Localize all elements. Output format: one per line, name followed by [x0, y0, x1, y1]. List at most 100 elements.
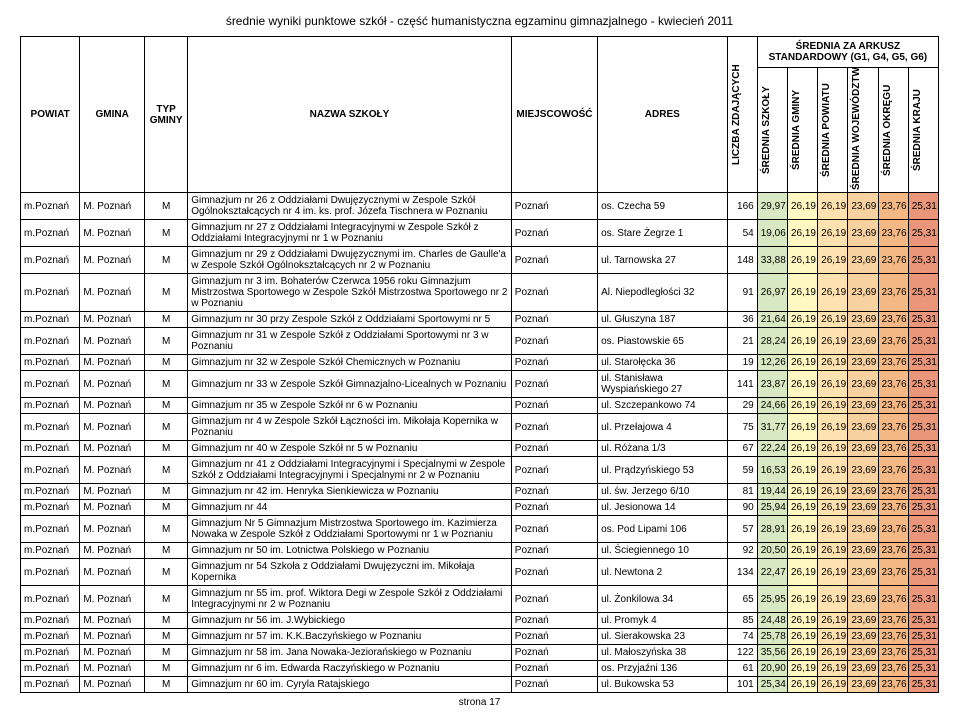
cell: ul. Newtona 2: [598, 559, 727, 586]
avg-cell: 23,69: [848, 328, 878, 355]
avg-cell: 26,19: [787, 328, 817, 355]
cell: Poznań: [511, 274, 597, 312]
cell: Gimnazjum nr 41 z Oddziałami Integracyjn…: [188, 457, 512, 484]
avg-cell: 26,19: [787, 500, 817, 516]
avg-cell: 25,94: [757, 500, 787, 516]
col-avg-okreg: ŚREDNIA OKRĘGU: [878, 68, 908, 193]
avg-cell: 26,19: [818, 645, 848, 661]
table-row: m.PoznańM. PoznańMGimnazjum nr 33 w Zesp…: [21, 371, 939, 398]
avg-cell: 25,31: [908, 500, 938, 516]
cell: M. Poznań: [80, 457, 145, 484]
cell: Gimnazjum nr 40 w Zespole Szkół nr 5 w P…: [188, 441, 512, 457]
cell: m.Poznań: [21, 441, 80, 457]
avg-cell: 23,69: [848, 371, 878, 398]
table-row: m.PoznańM. PoznańMGimnazjum nr 44Poznańu…: [21, 500, 939, 516]
cell: M: [145, 677, 188, 693]
cell: Poznań: [511, 559, 597, 586]
cell: 21: [727, 328, 757, 355]
avg-cell: 23,76: [878, 247, 908, 274]
cell: m.Poznań: [21, 371, 80, 398]
cell: M: [145, 645, 188, 661]
avg-cell: 26,19: [787, 661, 817, 677]
col-avg-woj: ŚREDNIA WOJEWÓDZTWA: [848, 68, 878, 193]
cell: m.Poznań: [21, 274, 80, 312]
col-adres: ADRES: [598, 37, 727, 193]
avg-cell: 23,76: [878, 398, 908, 414]
cell: Poznań: [511, 586, 597, 613]
avg-cell: 26,19: [787, 247, 817, 274]
col-typ: TYP GMINY: [145, 37, 188, 193]
avg-cell: 22,47: [757, 559, 787, 586]
avg-cell: 25,31: [908, 457, 938, 484]
cell: Poznań: [511, 371, 597, 398]
cell: 166: [727, 193, 757, 220]
avg-cell: 23,76: [878, 559, 908, 586]
cell: M: [145, 484, 188, 500]
cell: M: [145, 613, 188, 629]
avg-cell: 25,31: [908, 543, 938, 559]
cell: ul. Tarnowska 27: [598, 247, 727, 274]
cell: Poznań: [511, 661, 597, 677]
avg-cell: 23,69: [848, 586, 878, 613]
cell: 54: [727, 220, 757, 247]
cell: M: [145, 220, 188, 247]
avg-cell: 20,50: [757, 543, 787, 559]
avg-cell: 28,24: [757, 328, 787, 355]
cell: 134: [727, 559, 757, 586]
col-liczba: LICZBA ZDAJĄCYCH: [727, 37, 757, 193]
avg-cell: 23,76: [878, 543, 908, 559]
cell: Gimnazjum nr 35 w Zespole Szkół nr 6 w P…: [188, 398, 512, 414]
cell: M: [145, 414, 188, 441]
cell: M: [145, 371, 188, 398]
avg-cell: 26,19: [818, 613, 848, 629]
col-avg-gmina: ŚREDNIA GMINY: [787, 68, 817, 193]
avg-cell: 26,19: [818, 414, 848, 441]
col-avg-kraj: ŚREDNIA KRAJU: [908, 68, 938, 193]
cell: m.Poznań: [21, 500, 80, 516]
avg-cell: 24,48: [757, 613, 787, 629]
avg-cell: 26,19: [787, 484, 817, 500]
cell: M: [145, 457, 188, 484]
cell: M: [145, 543, 188, 559]
cell: M: [145, 500, 188, 516]
avg-cell: 23,76: [878, 677, 908, 693]
avg-cell: 25,31: [908, 371, 938, 398]
avg-cell: 23,76: [878, 414, 908, 441]
avg-cell: 25,31: [908, 247, 938, 274]
table-row: m.PoznańM. PoznańMGimnazjum nr 54 Szkoła…: [21, 559, 939, 586]
avg-cell: 25,31: [908, 645, 938, 661]
col-gmina: GMINA: [80, 37, 145, 193]
cell: Gimnazjum nr 6 im. Edwarda Raczyńskiego …: [188, 661, 512, 677]
avg-cell: 26,19: [787, 457, 817, 484]
cell: 19: [727, 355, 757, 371]
cell: os. Pod Lipami 106: [598, 516, 727, 543]
avg-cell: 23,69: [848, 414, 878, 441]
avg-cell: 26,19: [787, 613, 817, 629]
avg-cell: 23,69: [848, 484, 878, 500]
cell: Gimnazjum nr 26 z Oddziałami Dwujęzyczny…: [188, 193, 512, 220]
avg-cell: 26,19: [818, 193, 848, 220]
cell: M. Poznań: [80, 355, 145, 371]
avg-cell: 26,19: [787, 516, 817, 543]
avg-cell: 26,19: [818, 484, 848, 500]
avg-cell: 26,19: [818, 355, 848, 371]
cell: Poznań: [511, 484, 597, 500]
cell: ul. Sierakowska 23: [598, 629, 727, 645]
cell: ul. Żonkilowa 34: [598, 586, 727, 613]
cell: Poznań: [511, 516, 597, 543]
avg-cell: 26,19: [818, 371, 848, 398]
cell: m.Poznań: [21, 355, 80, 371]
avg-cell: 21,64: [757, 312, 787, 328]
avg-cell: 26,19: [818, 312, 848, 328]
cell: M. Poznań: [80, 586, 145, 613]
avg-cell: 26,19: [787, 312, 817, 328]
cell: 65: [727, 586, 757, 613]
cell: M: [145, 586, 188, 613]
cell: 75: [727, 414, 757, 441]
table-row: m.PoznańM. PoznańMGimnazjum nr 35 w Zesp…: [21, 398, 939, 414]
cell: ul. Bukowska 53: [598, 677, 727, 693]
cell: m.Poznań: [21, 457, 80, 484]
avg-cell: 23,76: [878, 645, 908, 661]
avg-cell: 23,69: [848, 398, 878, 414]
avg-cell: 26,19: [818, 586, 848, 613]
